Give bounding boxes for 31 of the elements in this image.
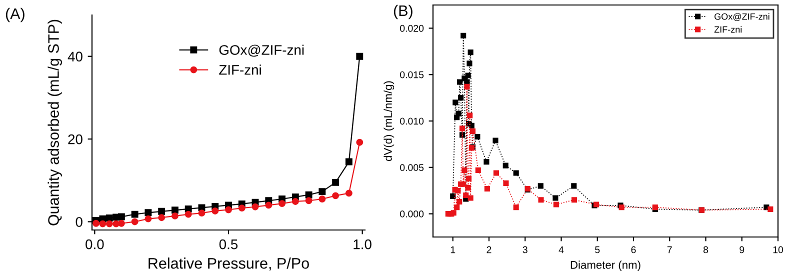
legend-label: ZIF-zni — [219, 64, 261, 75]
y-tick-label: 0.010 — [400, 118, 424, 125]
y-tick-label: 20 — [68, 134, 82, 144]
chart-title: (B) — [394, 4, 412, 20]
x-tick-label: 7 — [667, 246, 672, 254]
x-tick-label: 2 — [486, 246, 492, 254]
x-tick-label: 0.5 — [219, 239, 238, 250]
y-tick-label: 0.005 — [400, 164, 424, 172]
x-tick-label: 6 — [631, 246, 636, 254]
y-axis-title: Quantity adsorbed (mL/g STP) — [48, 20, 62, 226]
y-axis-title: dV(d) (mL/nm/g) — [384, 81, 394, 161]
y-tick-label: 0.000 — [400, 210, 424, 218]
y-tick-label: 0 — [76, 217, 82, 227]
x-tick-label: 1.0 — [354, 239, 372, 250]
legend-label: GOx@ZIF-zni — [219, 44, 304, 57]
x-tick-label: 4 — [558, 246, 564, 254]
x-tick-label: 3 — [522, 246, 528, 254]
y-tick-label: 40 — [68, 52, 82, 62]
x-tick-label: 9 — [740, 246, 744, 254]
x-tick-label: 0.0 — [86, 239, 104, 250]
chart-title: (A) — [6, 8, 24, 22]
legend-label: GOx@ZIF-zni — [714, 13, 770, 21]
x-axis-title: Diameter (nm) — [570, 260, 640, 271]
x-tick-label: 8 — [703, 246, 708, 254]
x-tick-label: 1 — [450, 246, 456, 254]
x-axis-title: Relative Pressure, P/Po — [148, 258, 309, 271]
x-tick-label: 5 — [595, 246, 600, 254]
x-tick-label: 10 — [773, 246, 784, 254]
legend-label: ZIF-zni — [714, 26, 742, 33]
y-tick-label: 0.020 — [400, 24, 424, 32]
y-tick-label: 0.015 — [400, 71, 424, 78]
